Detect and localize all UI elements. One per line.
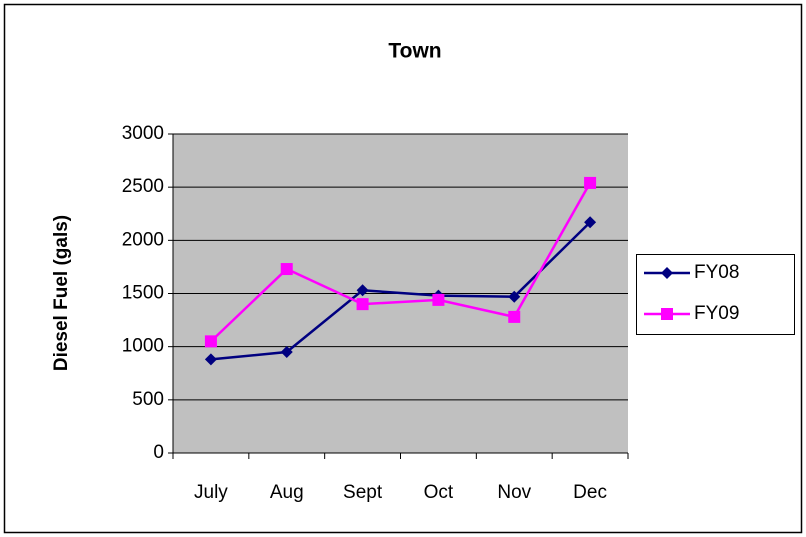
marker bbox=[584, 176, 597, 189]
marker bbox=[204, 353, 217, 366]
y-tick-label: 0 bbox=[153, 442, 164, 463]
legend-marker bbox=[661, 267, 673, 279]
y-tick-label: 2500 bbox=[122, 176, 164, 197]
y-tick-label: 3000 bbox=[122, 123, 164, 144]
marker bbox=[356, 284, 369, 297]
y-axis-label: Diesel Fuel (gals) bbox=[51, 215, 72, 371]
legend-label: FY09 bbox=[694, 303, 739, 324]
legend-box bbox=[636, 254, 795, 335]
marker bbox=[508, 290, 521, 303]
x-tick-label: Oct bbox=[424, 482, 454, 503]
y-tick-label: 500 bbox=[132, 389, 164, 410]
series-line bbox=[210, 182, 592, 343]
marker bbox=[508, 310, 521, 323]
marker bbox=[432, 293, 445, 306]
x-tick-label: July bbox=[194, 482, 228, 503]
x-tick-label: Dec bbox=[573, 482, 607, 503]
x-tick-label: Aug bbox=[270, 482, 304, 503]
series-line bbox=[210, 221, 591, 361]
x-tick-label: Nov bbox=[497, 482, 531, 503]
marker bbox=[280, 263, 293, 276]
legend-label: FY08 bbox=[694, 262, 739, 283]
y-tick-label: 1500 bbox=[122, 283, 164, 304]
y-tick-label: 1000 bbox=[122, 336, 164, 357]
legend-marker bbox=[661, 308, 673, 320]
marker bbox=[280, 345, 293, 358]
marker bbox=[584, 216, 597, 229]
y-tick-label: 2000 bbox=[122, 229, 164, 250]
x-tick-label: Sept bbox=[343, 482, 383, 503]
marker bbox=[204, 335, 217, 348]
marker bbox=[356, 298, 369, 311]
chart-title: Town bbox=[388, 40, 441, 63]
